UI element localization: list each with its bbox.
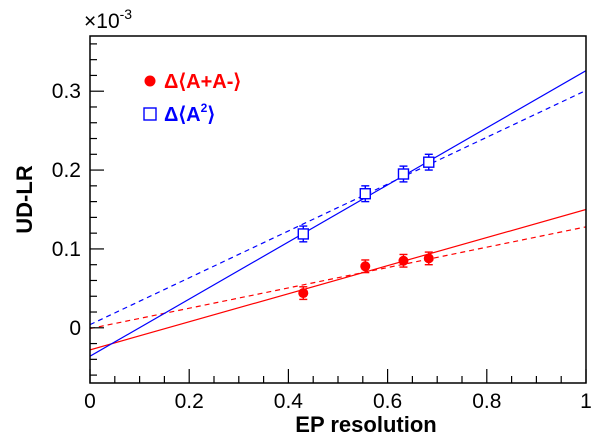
y-scale-factor: ×10-3 <box>84 6 132 33</box>
data-point-1 <box>398 255 409 266</box>
legend-label-tail: ⟩ <box>207 104 215 126</box>
y-tick-label: 0.3 <box>52 80 81 103</box>
legend-label-1: Δ⟨A+A-⟩ <box>164 71 241 93</box>
data-point-2 <box>297 228 309 240</box>
fit-line-solid-2 <box>90 70 586 357</box>
x-tick-label: 0.4 <box>274 390 304 413</box>
data-point-2 <box>423 156 435 168</box>
y-tick-label: 0.1 <box>52 238 81 261</box>
legend-marker-1 <box>144 75 156 87</box>
x-tick-label: 0.2 <box>175 390 204 413</box>
fit-line-solid-1 <box>90 208 586 351</box>
y-scale-exponent: -3 <box>120 6 133 22</box>
data-point-1 <box>423 253 434 264</box>
data-point-1 <box>298 288 309 299</box>
legend-label-main: Δ⟨A+A-⟩ <box>164 71 241 93</box>
data-point-2 <box>397 168 410 180</box>
x-tick-label: 1 <box>580 390 592 413</box>
x-tick-label: 0.8 <box>472 390 501 413</box>
y-scale-base: ×10 <box>84 10 120 33</box>
x-tick-label: 0.6 <box>373 390 402 413</box>
legend-label-2: Δ⟨A2⟩ <box>164 101 215 126</box>
plot-area <box>90 70 586 357</box>
legend-marker-2 <box>143 107 157 121</box>
data-point-1 <box>360 261 371 272</box>
data-point-2 <box>359 188 371 200</box>
fit-line-dashed-1 <box>90 226 586 330</box>
legend-label-main: Δ⟨A <box>164 104 201 126</box>
y-axis-title: UD-LR <box>12 165 37 234</box>
x-tick-label: 0 <box>84 390 96 413</box>
axes: 0 0.2 0.4 0.6 0.8 1 0 0.1 0.2 0.3 <box>52 35 592 413</box>
y-tick-label: 0.2 <box>52 159 81 182</box>
legend: Δ⟨A+A-⟩ Δ⟨A2⟩ <box>143 71 241 126</box>
legend-label-superscript: 2 <box>201 101 208 115</box>
x-axis-title: EP resolution <box>295 412 436 437</box>
y-tick-label: 0 <box>69 317 81 340</box>
fit-line-dashed-2 <box>90 89 586 326</box>
